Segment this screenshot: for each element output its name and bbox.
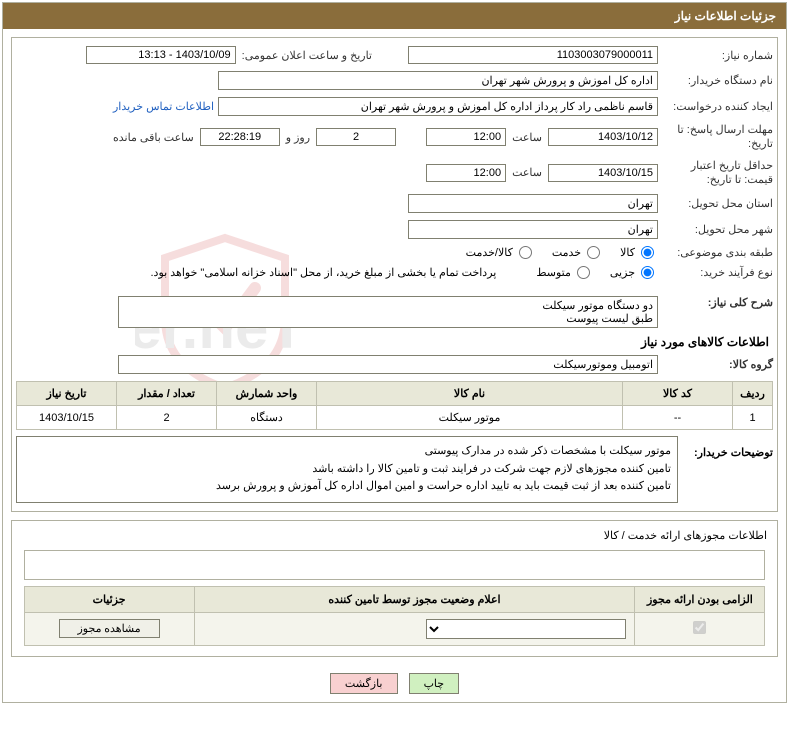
buyer-explain-value: موتور سیکلت با مشخصات ذکر شده در مدارک پ… <box>16 436 678 503</box>
purchase-medium-radio[interactable] <box>577 266 590 279</box>
response-deadline-label: مهلت ارسال پاسخ: تا تاریخ: <box>658 123 773 152</box>
buyer-org-value: اداره کل اموزش و پرورش شهر تهران <box>218 71 658 90</box>
category-service-label: خدمت <box>552 246 581 259</box>
purchase-partial-label: جزیی <box>610 266 635 279</box>
cell-qty: 2 <box>117 406 217 430</box>
province-label: استان محل تحویل: <box>658 197 773 210</box>
need-number-value: 1103003079000011 <box>408 46 658 64</box>
purchase-partial-radio[interactable] <box>641 266 654 279</box>
treasury-note: پرداخت تمام یا بخشی از مبلغ خرید، از محل… <box>151 266 497 279</box>
announce-value: 1403/10/09 - 13:13 <box>86 46 236 64</box>
permit-table: الزامی بودن ارائه مجوز اعلام وضعیت مجوز … <box>24 586 766 646</box>
th-unit: واحد شمارش <box>217 382 317 406</box>
response-date-value: 1403/10/12 <box>548 128 658 146</box>
response-time-value: 12:00 <box>426 128 506 146</box>
permits-header: اطلاعات مجوزهای ارائه خدمت / کالا <box>22 529 767 542</box>
permit-th-status: اعلام وضعیت مجوز توسط تامین کننده <box>194 586 635 612</box>
category-both-label: کالا/خدمت <box>466 246 513 259</box>
validity-date-value: 1403/10/15 <box>548 164 658 182</box>
main-details-panel: AriaTender.neT شماره نیاز: 1103003079000… <box>11 37 778 512</box>
buyer-contact-link[interactable]: اطلاعات تماس خریدار <box>113 100 214 113</box>
page-header: جزئیات اطلاعات نیاز <box>3 3 786 29</box>
purchase-type-label: نوع فرآیند خرید: <box>658 266 773 279</box>
permit-th-required: الزامی بودن ارائه مجوز <box>635 586 765 612</box>
empty-section <box>24 550 765 580</box>
button-row: چاپ بازگشت <box>3 665 786 702</box>
category-goods-radio[interactable] <box>641 246 654 259</box>
requester-value: قاسم ناظمی راد کار پرداز اداره کل اموزش … <box>218 97 658 116</box>
general-desc-value: دو دستگاه موتور سیکلت طبق لیست پیوست <box>118 296 658 328</box>
category-label: طبقه بندی موضوعی: <box>658 246 773 259</box>
need-number-label: شماره نیاز: <box>658 49 773 62</box>
cell-name: موتور سیکلت <box>317 406 623 430</box>
th-row: ردیف <box>733 382 773 406</box>
goods-group-label: گروه کالا: <box>658 358 773 371</box>
province-value: تهران <box>408 194 658 213</box>
validity-label: حداقل تاریخ اعتبار قیمت: تا تاریخ: <box>658 159 773 188</box>
th-code: کد کالا <box>623 382 733 406</box>
permit-row: مشاهده مجوز <box>24 612 765 645</box>
cell-code: -- <box>623 406 733 430</box>
general-desc-label: شرح کلی نیاز: <box>658 296 773 309</box>
table-row: 1 -- موتور سیکلت دستگاه 2 1403/10/15 <box>17 406 773 430</box>
category-goods-label: کالا <box>620 246 635 259</box>
view-permit-button[interactable]: مشاهده مجوز <box>59 619 160 638</box>
purchase-medium-label: متوسط <box>536 266 571 279</box>
remaining-label: ساعت باقی مانده <box>107 131 200 144</box>
requester-label: ایجاد کننده درخواست: <box>658 100 773 113</box>
cell-row: 1 <box>733 406 773 430</box>
permit-required-checkbox <box>693 621 706 634</box>
days-label: روز و <box>280 131 316 144</box>
goods-table: ردیف کد کالا نام کالا واحد شمارش تعداد /… <box>16 381 773 430</box>
validity-time-value: 12:00 <box>426 164 506 182</box>
cell-unit: دستگاه <box>217 406 317 430</box>
permits-panel: اطلاعات مجوزهای ارائه خدمت / کالا الزامی… <box>11 520 778 657</box>
th-date: تاریخ نیاز <box>17 382 117 406</box>
buyer-explain-label: توضیحات خریدار: <box>678 436 773 459</box>
goods-group-value: اتومبیل وموتورسیکلت <box>118 355 658 374</box>
category-both-radio[interactable] <box>519 246 532 259</box>
city-label: شهر محل تحویل: <box>658 223 773 236</box>
th-name: نام کالا <box>317 382 623 406</box>
permit-status-select[interactable] <box>426 619 626 639</box>
remaining-time-value: 22:28:19 <box>200 128 280 146</box>
cell-date: 1403/10/15 <box>17 406 117 430</box>
permit-th-detail: جزئیات <box>24 586 194 612</box>
time-label-1: ساعت <box>506 131 548 144</box>
th-qty: تعداد / مقدار <box>117 382 217 406</box>
days-value: 2 <box>316 128 396 146</box>
time-label-2: ساعت <box>506 166 548 179</box>
buyer-org-label: نام دستگاه خریدار: <box>658 74 773 87</box>
back-button[interactable]: بازگشت <box>330 673 398 694</box>
category-service-radio[interactable] <box>587 246 600 259</box>
print-button[interactable]: چاپ <box>409 673 460 694</box>
announce-label: تاریخ و ساعت اعلان عمومی: <box>236 49 378 62</box>
city-value: تهران <box>408 220 658 239</box>
goods-info-title: اطلاعات کالاهای مورد نیاز <box>20 335 769 349</box>
